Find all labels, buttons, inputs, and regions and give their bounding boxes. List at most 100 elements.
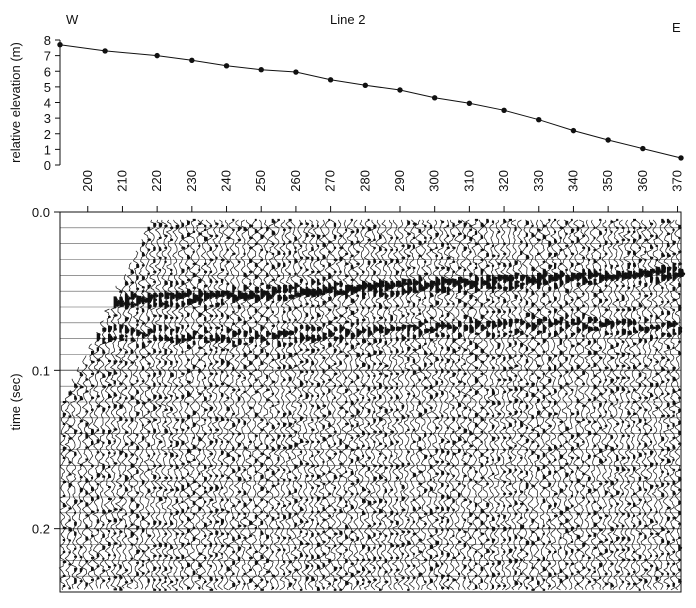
wiggle-fill	[429, 224, 439, 583]
wiggle-trace	[622, 219, 637, 590]
wiggle-trace	[611, 219, 625, 591]
elevation-point-11	[466, 100, 473, 106]
wiggle-fill	[362, 226, 369, 585]
elevation-point-5	[258, 66, 264, 73]
wiggle-fill	[147, 226, 154, 583]
wiggle-fill	[311, 224, 319, 581]
wiggle-fill	[610, 220, 618, 587]
wiggle-fill	[514, 226, 520, 585]
wiggle-fill	[666, 218, 673, 587]
elevation-point-9	[397, 87, 403, 93]
wiggle-trace	[244, 219, 257, 591]
wiggle-fill	[508, 218, 514, 563]
wiggle-trace	[199, 219, 212, 591]
wiggle-fill	[435, 232, 442, 577]
wiggle-fill	[424, 224, 430, 583]
wiggle-trace	[256, 219, 268, 591]
wiggle-trace	[279, 219, 290, 591]
elevation-point-16	[640, 145, 646, 152]
wiggle-trace	[645, 219, 657, 591]
wiggle-fill	[412, 222, 420, 579]
wiggle-fill	[153, 222, 159, 591]
wiggle-fill	[570, 218, 579, 575]
wiggle-fill	[486, 218, 492, 577]
wiggle-fill	[678, 224, 685, 583]
wiggle-fill	[68, 391, 73, 590]
wiggle-fill	[565, 220, 572, 579]
elevation-point-15	[605, 137, 611, 143]
wiggle-fill	[407, 220, 414, 591]
wiggle-fill	[576, 226, 584, 585]
y-axis-label: relative elevation (m)	[8, 42, 23, 163]
wiggle-fill	[458, 220, 465, 575]
wiggle-fill	[474, 218, 481, 589]
elevation-point-7	[327, 77, 334, 83]
wiggle-fill	[220, 224, 229, 579]
wiggle-fill	[582, 224, 588, 579]
wiggle-fill	[672, 228, 680, 587]
wiggle-trace	[132, 250, 144, 590]
wiggle-fill	[587, 246, 595, 583]
wiggle-trace	[301, 219, 313, 591]
wiggle-fill	[328, 218, 335, 585]
y-tick-label-6: 6	[44, 64, 51, 79]
wiggle-fill	[446, 224, 454, 589]
wiggle-fill	[266, 226, 273, 583]
wiggle-fill	[627, 230, 636, 585]
y-tick-label-8: 8	[44, 33, 51, 48]
wiggle-fill	[333, 222, 341, 591]
wiggle-trace	[589, 219, 600, 590]
wiggle-fill	[113, 296, 122, 591]
wiggle-fill	[108, 316, 114, 580]
station-label-200: 200	[80, 170, 95, 192]
wiggle-fill	[548, 218, 556, 587]
wiggle-fill	[198, 222, 204, 589]
wiggle-fill	[531, 224, 540, 591]
wiggle-trace	[137, 239, 150, 590]
station-label-220: 220	[149, 170, 164, 192]
wiggle-trace	[64, 390, 73, 589]
wiggle-fill	[130, 269, 137, 582]
elevation-point-14	[570, 127, 577, 134]
wiggle-trace	[216, 219, 230, 591]
wiggle-fill	[79, 372, 84, 583]
wiggle-trace	[640, 219, 653, 591]
trace-group	[58, 218, 686, 591]
wiggle-trace	[352, 219, 364, 591]
station-label-330: 330	[531, 170, 546, 192]
wiggle-fill	[463, 222, 471, 579]
wiggle-fill	[497, 230, 505, 587]
wiggle-trace	[674, 219, 686, 591]
wiggle-fill	[599, 218, 607, 579]
station-label-260: 260	[288, 170, 303, 192]
station-label-240: 240	[219, 170, 234, 192]
wiggle-fill	[249, 224, 256, 583]
time-tick-label-0: 0.0	[32, 205, 50, 220]
y-tick-label-3: 3	[44, 111, 51, 126]
seismic-section: 0.0 0.1 0.2 time (sec)	[8, 205, 686, 593]
elevation-point-10	[431, 95, 438, 101]
wiggle-fill	[401, 244, 408, 579]
wiggle-fill	[322, 234, 331, 589]
wiggle-fill	[367, 218, 375, 583]
wiggle-fill	[187, 220, 194, 589]
wiggle-fill	[119, 290, 126, 591]
station-label-280: 280	[357, 170, 372, 192]
station-label-370: 370	[670, 170, 685, 192]
wiggle-trace	[572, 219, 585, 591]
wiggle-fill	[181, 222, 189, 579]
wiggle-fill	[62, 401, 67, 587]
station-label-350: 350	[600, 170, 615, 192]
elevation-point-4	[223, 63, 230, 69]
elevation-point-12	[501, 107, 507, 114]
wiggle-fill	[559, 226, 565, 583]
wiggle-trace	[261, 219, 273, 591]
wiggle-trace	[239, 219, 251, 591]
wiggle-fill	[164, 224, 171, 591]
wiggle-fill	[655, 234, 663, 581]
wiggle-fill	[339, 234, 347, 591]
wiggle-fill	[299, 222, 308, 591]
wiggle-fill	[158, 222, 165, 591]
wiggle-fill	[537, 228, 544, 585]
wiggle-fill	[418, 228, 425, 577]
